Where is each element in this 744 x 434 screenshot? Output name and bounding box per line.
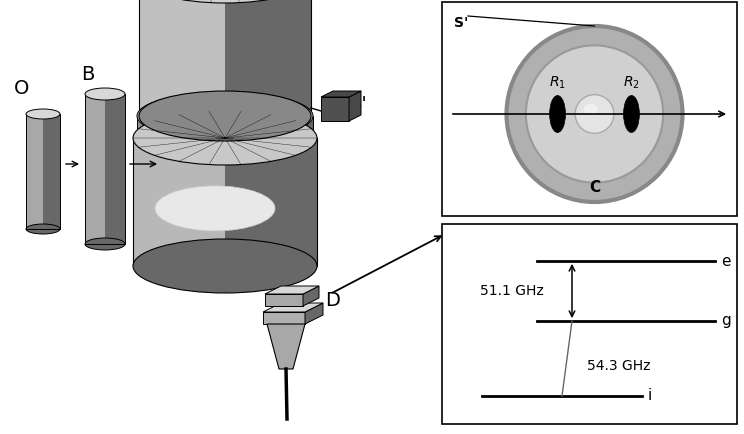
- Ellipse shape: [550, 95, 565, 132]
- Polygon shape: [225, 0, 311, 116]
- Ellipse shape: [26, 224, 60, 234]
- Polygon shape: [267, 324, 305, 369]
- Text: e: e: [721, 253, 731, 269]
- Polygon shape: [321, 91, 361, 97]
- Polygon shape: [321, 97, 349, 121]
- Polygon shape: [305, 303, 323, 324]
- Polygon shape: [442, 224, 737, 424]
- Polygon shape: [43, 114, 60, 229]
- Ellipse shape: [133, 239, 317, 293]
- Ellipse shape: [623, 95, 639, 132]
- Polygon shape: [265, 294, 303, 306]
- Polygon shape: [442, 2, 737, 216]
- Ellipse shape: [137, 92, 313, 140]
- Ellipse shape: [133, 111, 317, 165]
- Polygon shape: [26, 114, 43, 229]
- Polygon shape: [137, 116, 225, 138]
- Text: $R_2$: $R_2$: [623, 75, 640, 92]
- Text: O: O: [14, 79, 30, 99]
- Text: $R_1$: $R_1$: [549, 75, 566, 92]
- Ellipse shape: [85, 88, 125, 100]
- Ellipse shape: [85, 238, 125, 250]
- Polygon shape: [225, 116, 313, 138]
- Ellipse shape: [137, 114, 313, 162]
- Polygon shape: [303, 286, 319, 306]
- Polygon shape: [105, 94, 125, 244]
- Text: 54.3 GHz: 54.3 GHz: [587, 359, 650, 374]
- Text: S': S': [350, 95, 368, 115]
- Ellipse shape: [26, 109, 60, 119]
- Circle shape: [575, 95, 614, 133]
- Text: 51.1 GHz: 51.1 GHz: [480, 284, 544, 298]
- Polygon shape: [265, 286, 319, 294]
- Text: i: i: [648, 388, 652, 404]
- Polygon shape: [349, 91, 361, 121]
- Circle shape: [507, 26, 682, 202]
- Polygon shape: [263, 303, 323, 312]
- Ellipse shape: [583, 104, 597, 114]
- Ellipse shape: [139, 0, 311, 3]
- Ellipse shape: [139, 91, 311, 141]
- Text: g: g: [721, 313, 731, 329]
- Polygon shape: [85, 94, 105, 244]
- Polygon shape: [133, 138, 225, 266]
- Polygon shape: [225, 138, 317, 266]
- Polygon shape: [263, 312, 305, 324]
- Text: D: D: [326, 292, 341, 310]
- Ellipse shape: [155, 186, 275, 231]
- Text: S': S': [454, 16, 469, 30]
- Circle shape: [526, 46, 663, 183]
- Text: B: B: [81, 65, 94, 83]
- Polygon shape: [139, 0, 225, 116]
- Text: C: C: [589, 181, 600, 195]
